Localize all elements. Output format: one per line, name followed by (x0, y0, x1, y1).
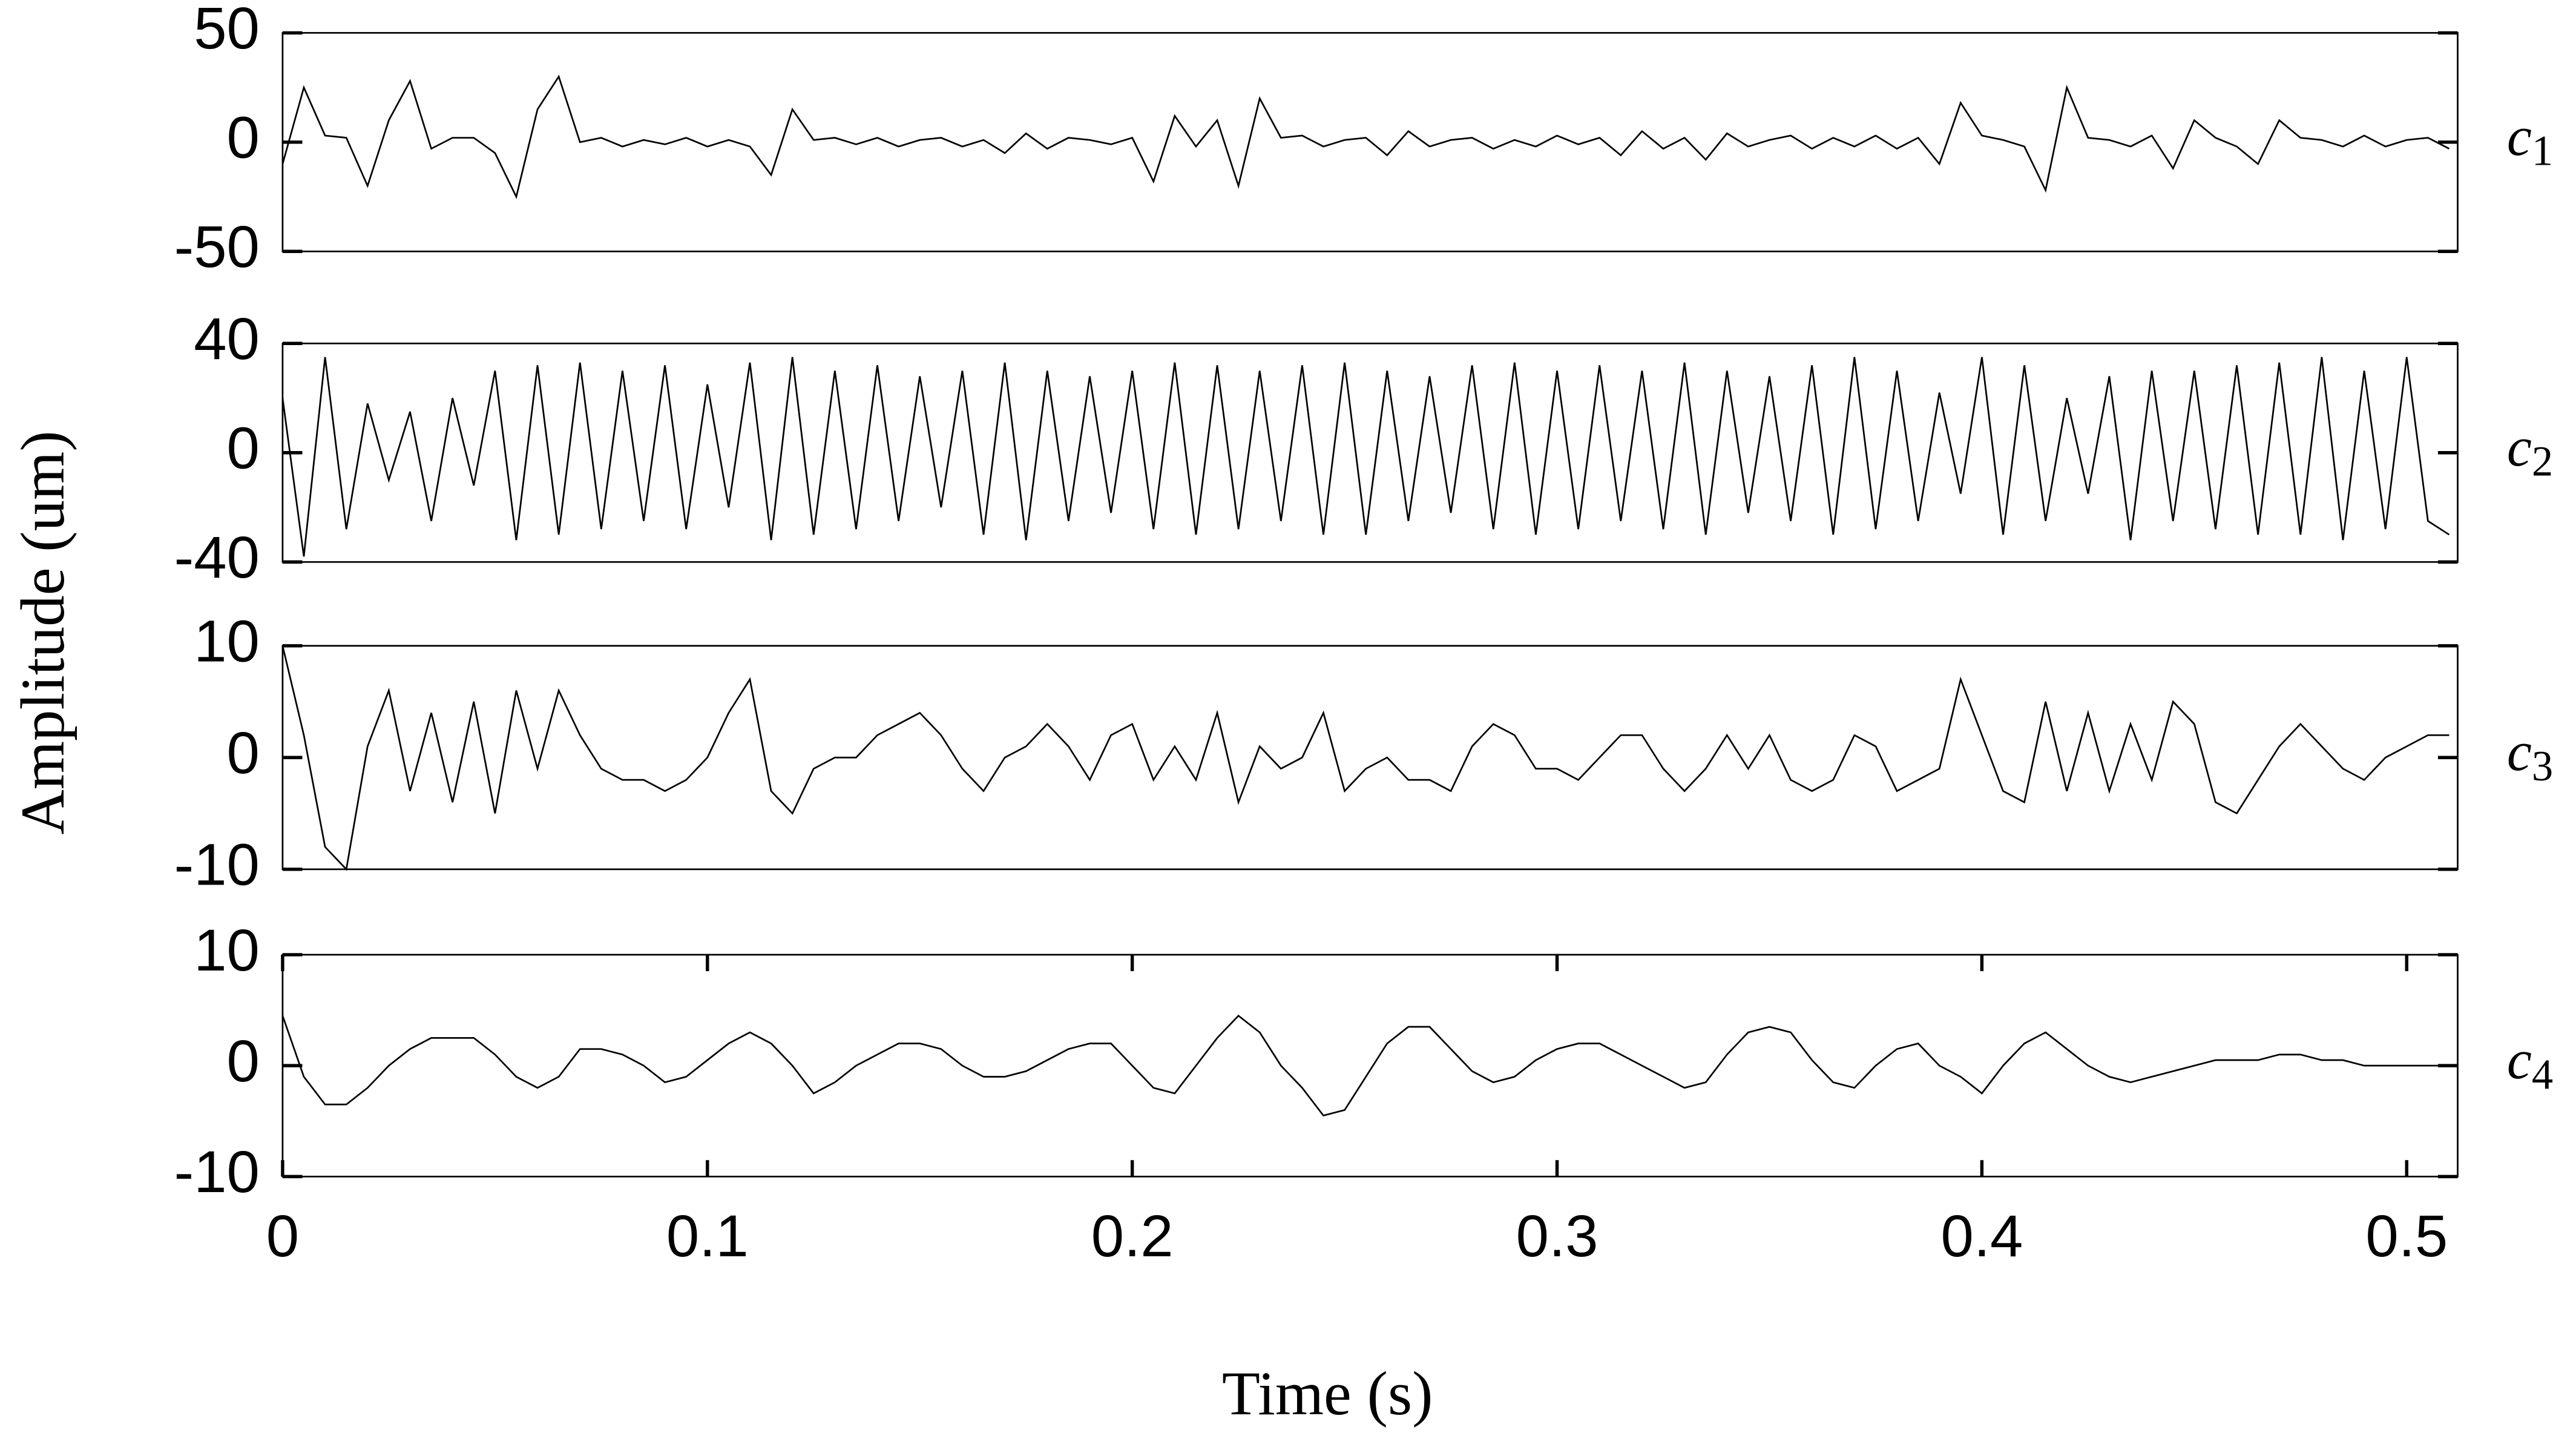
x-tick-label: 0.3 (1516, 1203, 1598, 1269)
panel-label-sub: 1 (2532, 128, 2553, 175)
panel-label-sub: 3 (2532, 743, 2553, 790)
y-tick-label: 0 (227, 105, 260, 171)
y-tick-label: 0 (227, 1028, 260, 1094)
y-tick-label: 50 (194, 0, 260, 61)
panel-label-main: c (2507, 1029, 2532, 1090)
panel-label: c4 (2507, 1029, 2553, 1098)
panel-label-sub: 2 (2532, 438, 2553, 486)
y-tick-label: -10 (174, 1139, 260, 1205)
panel-label-main: c (2507, 416, 2532, 478)
y-axis-label: Amplitude (um) (8, 430, 77, 834)
axes-box (281, 645, 2459, 871)
x-tick-label: 0.5 (2365, 1203, 2448, 1269)
x-tick-label: 0 (266, 1203, 299, 1269)
y-tick-label: -40 (174, 524, 260, 590)
signal-line (281, 645, 2450, 871)
x-tick-label: 0.2 (1091, 1203, 1174, 1269)
y-tick-label: -10 (174, 832, 260, 898)
panel-label-sub: 4 (2532, 1051, 2553, 1098)
signal-line (281, 74, 2450, 200)
y-tick-label: 0 (227, 415, 260, 481)
panel-label: c2 (2507, 416, 2553, 486)
y-tick-label: -50 (174, 214, 260, 280)
panel-label: c1 (2507, 105, 2553, 175)
panel-label: c3 (2507, 720, 2553, 790)
x-tick-label: 0.4 (1940, 1203, 2023, 1269)
y-tick-label: 10 (194, 608, 260, 674)
y-tick-label: 0 (227, 720, 260, 786)
panel-label-main: c (2507, 105, 2532, 167)
y-tick-label: 40 (194, 306, 260, 372)
x-axis-label: Time (s) (1222, 1359, 1433, 1428)
signal-line (281, 1014, 2450, 1117)
y-tick-label: 10 (194, 917, 260, 983)
signal-line (281, 357, 2450, 557)
axes-box (281, 954, 2459, 1178)
x-tick-label: 0.1 (666, 1203, 749, 1269)
panel-label-main: c (2507, 720, 2532, 782)
